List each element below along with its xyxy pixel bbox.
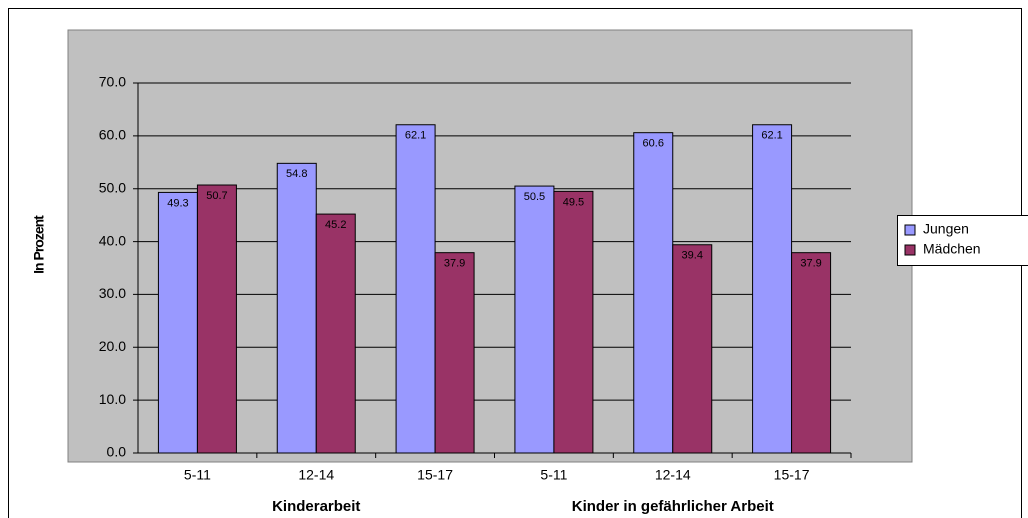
legend-label: Mädchen (923, 241, 981, 257)
y-tick-label: 0.0 (107, 444, 127, 460)
bar (196, 184, 237, 454)
bar (157, 191, 198, 454)
x-tick-label: 5-11 (540, 467, 567, 483)
data-label: 39.4 (682, 250, 703, 262)
group-label: Kinderarbeit (272, 498, 360, 515)
x-tick-label: 15-17 (774, 467, 810, 483)
y-tick-label: 20.0 (99, 338, 126, 354)
data-label: 45.2 (325, 219, 346, 231)
x-tick-label: 5-11 (184, 467, 211, 483)
data-label: 37.9 (800, 258, 821, 270)
y-tick-label: 70.0 (99, 74, 126, 90)
x-tick-label: 12-14 (655, 467, 691, 483)
y-tick-label: 40.0 (99, 232, 126, 248)
bar (672, 244, 713, 454)
data-label: 37.9 (444, 258, 465, 270)
legend-label: Jungen (923, 221, 969, 237)
bar (553, 190, 594, 454)
bar (752, 124, 793, 454)
data-label: 49.5 (563, 196, 584, 208)
y-tick-label: 50.0 (99, 179, 126, 195)
legend (897, 215, 1028, 266)
legend-swatch (904, 224, 916, 236)
bar (434, 252, 475, 454)
data-label: 50.5 (524, 191, 545, 203)
data-label: 49.3 (167, 197, 188, 209)
data-label: 60.6 (643, 138, 664, 150)
legend-swatch (904, 244, 916, 256)
y-tick-label: 10.0 (99, 391, 126, 407)
bar (633, 132, 674, 454)
bar (276, 162, 317, 454)
x-tick-label: 15-17 (417, 467, 453, 483)
data-label: 62.1 (405, 130, 426, 142)
bar (514, 185, 555, 454)
bar (395, 124, 436, 454)
y-tick-label: 30.0 (99, 285, 126, 301)
y-axis-label: In Prozent (31, 215, 47, 274)
data-label: 54.8 (286, 168, 307, 180)
y-tick-label: 60.0 (99, 127, 126, 143)
group-label: Kinder in gefährlicher Arbeit (572, 498, 774, 515)
bar (315, 213, 356, 454)
data-label: 50.7 (206, 190, 227, 202)
data-label: 62.1 (761, 130, 782, 142)
bar (791, 252, 832, 454)
x-tick-label: 12-14 (298, 467, 334, 483)
